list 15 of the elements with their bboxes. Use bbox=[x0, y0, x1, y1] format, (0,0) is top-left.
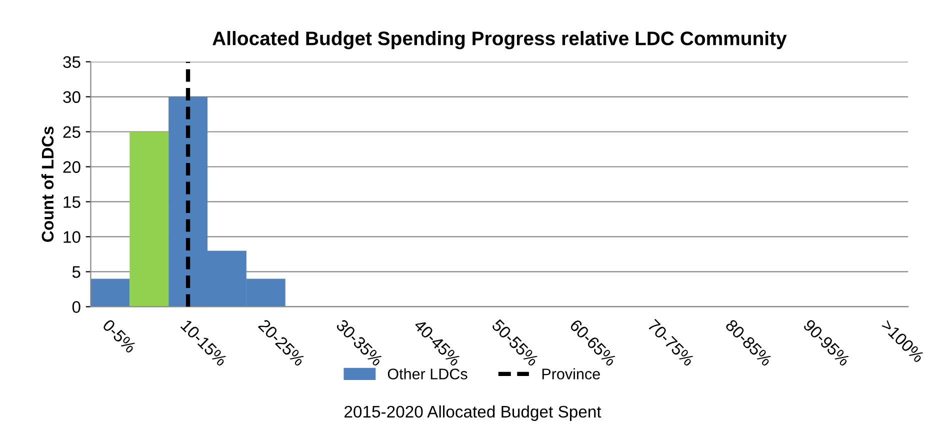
chart-title: Allocated Budget Spending Progress relative LDC Community bbox=[212, 31, 787, 50]
y-tick-label: 20 bbox=[63, 161, 80, 173]
bar bbox=[130, 132, 169, 307]
legend-label: Other LDCs bbox=[388, 368, 468, 380]
y-axis-title: Count of LDCs bbox=[41, 126, 54, 242]
y-tick-label: 35 bbox=[63, 56, 80, 68]
y-tick-label: 15 bbox=[64, 196, 80, 208]
y-tick-label: 0 bbox=[72, 301, 80, 313]
y-tick-label: 25 bbox=[63, 126, 80, 138]
x-axis-title: 2015-2020 Allocated Budget Spent bbox=[344, 405, 602, 421]
bar bbox=[90, 278, 130, 307]
legend-label: Province bbox=[542, 368, 600, 380]
y-tick-label: 5 bbox=[72, 266, 80, 278]
y-tick-label: 30 bbox=[63, 91, 80, 103]
y-tick-label: 10 bbox=[64, 231, 80, 243]
